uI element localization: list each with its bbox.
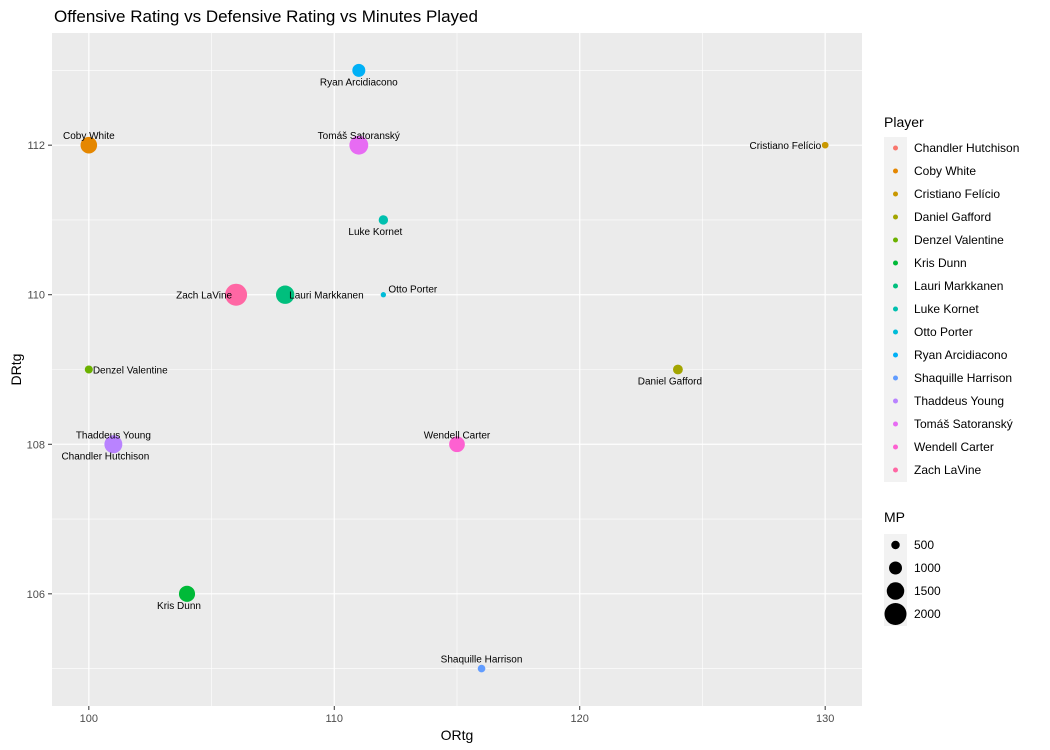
point-label: Thaddeus Young (76, 430, 151, 441)
mp-legend: MP 500 1000 1500 2000 (884, 509, 941, 626)
data-point (378, 215, 389, 225)
legend-label: Luke Kornet (914, 302, 979, 316)
axes: 100 110 120 130 106 108 110 112 (27, 140, 835, 725)
point-label: Coby White (63, 131, 115, 142)
legend-label: Kris Dunn (914, 256, 967, 270)
legend-label: 500 (914, 538, 934, 552)
y-tick-label: 110 (27, 290, 45, 302)
data-point (275, 285, 295, 304)
legend-size-swatch (886, 582, 905, 600)
point-label: Daniel Gafford (638, 377, 702, 388)
data-point (477, 664, 486, 673)
data-point (380, 292, 387, 298)
legend-key-swatch (893, 214, 898, 220)
point-label: Luke Kornet (348, 227, 402, 238)
x-tick-label: 100 (80, 713, 98, 725)
data-point (449, 436, 465, 453)
legend-label: Otto Porter (914, 325, 973, 339)
legend-key-swatch (893, 444, 898, 450)
legend-key-swatch (893, 145, 898, 151)
legend-label: Denzel Valentine (914, 233, 1004, 247)
data-point (104, 435, 123, 454)
legend-key-swatch (893, 375, 898, 381)
legend-label: 2000 (914, 607, 941, 621)
point-label: Chandler Hutchison (61, 451, 149, 462)
point-label: Shaquille Harrison (441, 655, 523, 666)
legend-size-swatch (884, 603, 907, 625)
point-label: Wendell Carter (424, 430, 491, 441)
x-tick-label: 120 (571, 713, 589, 725)
legend-key-swatch (893, 306, 898, 312)
point-label: Denzel Valentine (93, 366, 168, 377)
legend-label: Wendell Carter (914, 440, 994, 454)
legend-label: 1500 (914, 584, 941, 598)
legend-label: Ryan Arcidiacono (914, 348, 1008, 362)
legend-label: Cristiano Felício (914, 187, 1000, 201)
data-point (178, 585, 196, 602)
legend-label: Coby White (914, 164, 976, 178)
data-point (84, 365, 93, 374)
data-points (80, 63, 829, 673)
legend-key-swatch (893, 237, 898, 243)
point-label: Ryan Arcidiacono (320, 77, 398, 88)
point-label: Lauri Markkanen (289, 291, 363, 302)
legend-label: Tomáš Satoranský (914, 417, 1013, 431)
point-label: Kris Dunn (157, 601, 201, 612)
data-point (352, 63, 366, 77)
point-label: Zach LaVine (176, 291, 232, 302)
legend-size-swatch (889, 561, 902, 575)
x-tick-label: 130 (816, 713, 834, 725)
data-point (821, 141, 829, 149)
legend-label: Daniel Gafford (914, 210, 991, 224)
legend-label: Lauri Markkanen (914, 279, 1003, 293)
legend-key-swatch (893, 260, 898, 266)
x-tick-label: 110 (325, 713, 343, 725)
y-tick-label: 106 (27, 589, 45, 601)
legend-key-swatch (893, 352, 898, 358)
legend-label: Thaddeus Young (914, 394, 1004, 408)
legend-size-swatch (891, 540, 900, 550)
legend-label: 1000 (914, 561, 941, 575)
y-tick-label: 112 (27, 140, 45, 152)
data-point (672, 364, 683, 375)
legend-key-swatch (893, 421, 898, 427)
legend-title: Player (884, 114, 924, 130)
legend-label: Zach LaVine (914, 463, 981, 477)
point-label: Cristiano Felício (749, 141, 821, 152)
data-point (225, 283, 248, 306)
point-label: Tomáš Satoranský (318, 131, 400, 142)
legend-key-swatch (893, 191, 898, 197)
player-legend: Player Chandler Hutchison Coby White Cristi… (884, 114, 1019, 482)
point-label: Otto Porter (388, 285, 438, 296)
legend-key-swatch (893, 398, 898, 404)
legend-title: MP (884, 509, 905, 525)
legend-label: Chandler Hutchison (914, 141, 1019, 155)
y-tick-label: 108 (27, 439, 45, 451)
data-point (349, 135, 369, 155)
legend-label: Shaquille Harrison (914, 371, 1012, 385)
x-axis-title: ORtg (441, 727, 474, 743)
legend-key-swatch (893, 168, 898, 174)
legend-key-swatch (893, 283, 898, 289)
point-labels: Ryan Arcidiacono Coby White Tomáš Satorans… (61, 77, 821, 665)
legend-key-swatch (893, 329, 898, 335)
y-axis-title: DRtg (8, 354, 24, 386)
data-point (80, 136, 98, 154)
chart-title: Offensive Rating vs Defensive Rating vs … (54, 7, 478, 26)
legend-key-swatch (893, 467, 898, 473)
